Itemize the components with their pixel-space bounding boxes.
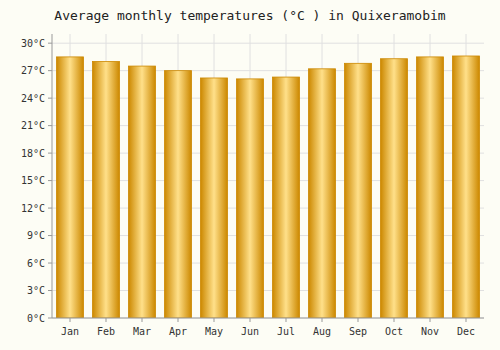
x-axis-line bbox=[52, 318, 484, 319]
x-tick bbox=[430, 318, 431, 322]
x-tick-label: Mar bbox=[133, 326, 151, 337]
x-tick-label: Jan bbox=[61, 326, 79, 337]
bar bbox=[237, 79, 264, 318]
x-tick bbox=[250, 318, 251, 322]
bar bbox=[273, 77, 300, 318]
bar bbox=[417, 57, 444, 318]
y-tick bbox=[48, 180, 52, 181]
bar bbox=[93, 61, 120, 318]
y-tick bbox=[48, 263, 52, 264]
bar bbox=[201, 78, 228, 318]
y-tick bbox=[48, 235, 52, 236]
x-tick-label: Feb bbox=[97, 326, 115, 337]
y-tick-label: 27°C bbox=[21, 65, 45, 76]
x-tick-label: Sep bbox=[349, 326, 367, 337]
y-grid-line bbox=[52, 43, 484, 44]
x-tick bbox=[178, 318, 179, 322]
x-tick-label: May bbox=[205, 326, 223, 337]
x-tick bbox=[106, 318, 107, 322]
y-tick bbox=[48, 318, 52, 319]
y-tick-label: 12°C bbox=[21, 203, 45, 214]
x-tick-label: Dec bbox=[457, 326, 475, 337]
y-tick-label: 21°C bbox=[21, 120, 45, 131]
x-tick-label: Apr bbox=[169, 326, 187, 337]
y-tick bbox=[48, 43, 52, 44]
x-tick-label: Jul bbox=[277, 326, 295, 337]
x-tick bbox=[70, 318, 71, 322]
y-axis-line bbox=[52, 34, 53, 318]
background bbox=[0, 0, 500, 350]
x-tick bbox=[394, 318, 395, 322]
y-tick-label: 18°C bbox=[21, 148, 45, 159]
y-tick-label: 0°C bbox=[27, 313, 45, 324]
grid bbox=[52, 34, 484, 318]
x-tick-label: Jun bbox=[241, 326, 259, 337]
y-tick bbox=[48, 290, 52, 291]
x-tick bbox=[358, 318, 359, 322]
title: Average monthly temperatures (°C ) in Qu… bbox=[54, 8, 446, 23]
x-tick bbox=[322, 318, 323, 322]
y-tick bbox=[48, 208, 52, 209]
bars bbox=[57, 56, 480, 318]
x-tick bbox=[286, 318, 287, 322]
x-tick bbox=[466, 318, 467, 322]
bar bbox=[165, 71, 192, 318]
bar bbox=[309, 69, 336, 318]
x-tick-label: Aug bbox=[313, 326, 331, 337]
bar bbox=[381, 59, 408, 318]
x-tick-label: Oct bbox=[385, 326, 403, 337]
x-tick bbox=[142, 318, 143, 322]
y-tick-label: 9°C bbox=[27, 230, 45, 241]
x-tick bbox=[214, 318, 215, 322]
chart-container: Average monthly temperatures (°C ) in Qu… bbox=[0, 0, 500, 350]
bar bbox=[345, 63, 372, 318]
y-tick-label: 3°C bbox=[27, 285, 45, 296]
y-tick bbox=[48, 70, 52, 71]
bar bbox=[129, 66, 156, 318]
chart-svg: Average monthly temperatures (°C ) in Qu… bbox=[0, 0, 500, 350]
y-tick bbox=[48, 98, 52, 99]
y-tick bbox=[48, 125, 52, 126]
bar bbox=[57, 57, 84, 318]
bar bbox=[453, 56, 480, 318]
y-tick-label: 6°C bbox=[27, 258, 45, 269]
axes: 0°C 3°C 6°C 9°C 12°C 15°C 18°C 21°C 24°C 27°C 30°C… bbox=[21, 34, 484, 337]
y-tick-label: 15°C bbox=[21, 175, 45, 186]
y-tick-label: 24°C bbox=[21, 93, 45, 104]
y-grid-line bbox=[52, 318, 484, 319]
y-tick bbox=[48, 153, 52, 154]
x-tick-label: Nov bbox=[421, 326, 439, 337]
y-tick-label: 30°C bbox=[21, 38, 45, 49]
